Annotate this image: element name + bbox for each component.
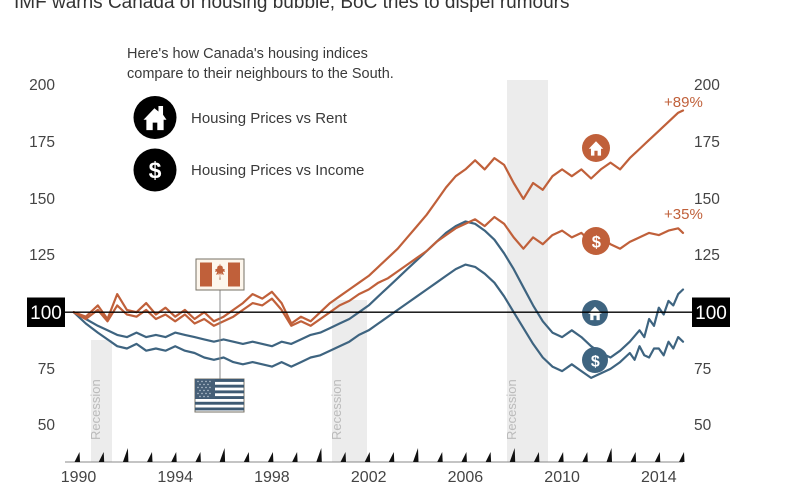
svg-text:+89%: +89% — [664, 94, 703, 111]
svg-text:2014: 2014 — [641, 469, 677, 486]
svg-text:100: 100 — [695, 303, 727, 324]
svg-text:2010: 2010 — [544, 469, 580, 486]
svg-text:1994: 1994 — [157, 469, 193, 486]
svg-text:150: 150 — [29, 191, 55, 208]
svg-text:100: 100 — [30, 303, 62, 324]
svg-text:$: $ — [591, 354, 600, 371]
svg-text:1998: 1998 — [254, 469, 290, 486]
svg-text:50: 50 — [38, 417, 56, 434]
svg-text:200: 200 — [29, 77, 55, 94]
svg-text:Recession: Recession — [88, 379, 103, 440]
svg-text:$: $ — [592, 234, 601, 252]
svg-text:2002: 2002 — [351, 469, 387, 486]
svg-text:175: 175 — [29, 134, 55, 151]
svg-text:175: 175 — [694, 134, 720, 151]
svg-text:$: $ — [149, 158, 162, 184]
svg-text:2006: 2006 — [448, 469, 484, 486]
svg-text:+35%: +35% — [664, 206, 703, 223]
svg-text:125: 125 — [29, 247, 55, 264]
svg-text:150: 150 — [694, 191, 720, 208]
svg-text:Recession: Recession — [329, 379, 344, 440]
svg-text:50: 50 — [694, 417, 712, 434]
svg-text:1990: 1990 — [61, 469, 97, 486]
svg-text:125: 125 — [694, 247, 720, 264]
svg-text:Recession: Recession — [504, 379, 519, 440]
svg-text:200: 200 — [694, 77, 720, 94]
svg-text:75: 75 — [38, 361, 55, 378]
svg-text:75: 75 — [694, 361, 711, 378]
